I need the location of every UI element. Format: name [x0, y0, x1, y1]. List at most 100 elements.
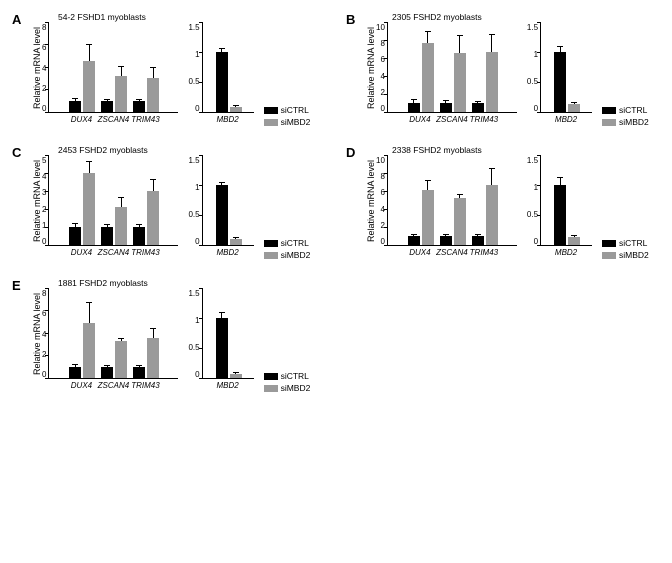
chart: 2305 FSHD2 myoblastsRelative mRNA level1… — [366, 12, 517, 127]
ytick — [537, 82, 541, 83]
y-axis-label: Relative mRNA level — [32, 289, 42, 379]
error-cap — [118, 66, 124, 67]
legend-label: siMBD2 — [281, 117, 311, 127]
plot-area — [202, 156, 254, 246]
error-bar — [139, 225, 140, 227]
ytick — [384, 40, 388, 41]
x-labels: MBD2 — [540, 248, 592, 260]
error-cap — [72, 223, 78, 224]
error-cap — [571, 102, 577, 103]
y-ticks: 1.510.50 — [188, 156, 201, 246]
legend-item: siCTRL — [264, 238, 311, 248]
ytick — [199, 378, 203, 379]
ytick-label: 8 — [42, 289, 46, 298]
ytick — [45, 245, 49, 246]
error-bar — [427, 32, 428, 43]
chart-title: 2453 FSHD2 myoblasts — [58, 145, 178, 155]
bar — [454, 198, 466, 245]
ytick-label: 1.5 — [188, 23, 199, 32]
ytick — [537, 112, 541, 113]
error-cap — [443, 100, 449, 101]
error-cap — [219, 48, 225, 49]
error-cap — [136, 224, 142, 225]
error-bar — [89, 45, 90, 62]
error-bar — [427, 181, 428, 190]
error-bar — [75, 224, 76, 227]
panel-E: E1881 FSHD2 myoblastsRelative mRNA level… — [12, 278, 326, 393]
panel-D: D2338 FSHD2 myoblastsRelative mRNA level… — [346, 145, 660, 260]
error-bar — [413, 100, 414, 103]
ytick-label: 8 — [380, 172, 384, 181]
error-cap — [425, 180, 431, 181]
error-bar — [153, 68, 154, 78]
chart-title: 1881 FSHD2 myoblasts — [58, 278, 178, 288]
legend-swatch — [264, 385, 278, 392]
y-axis-label: Relative mRNA level — [32, 23, 42, 113]
error-bar — [221, 183, 222, 185]
ytick — [45, 378, 49, 379]
plot-area — [202, 23, 254, 113]
error-bar — [491, 169, 492, 185]
legend-item: siMBD2 — [264, 383, 311, 393]
ytick — [384, 209, 388, 210]
legend-label: siCTRL — [619, 238, 647, 248]
ytick — [199, 52, 203, 53]
ytick — [537, 22, 541, 23]
ytick-label: 2 — [380, 88, 384, 97]
error-bar — [89, 162, 90, 173]
bar — [83, 323, 95, 378]
x-label: MBD2 — [544, 115, 588, 124]
ytick — [199, 318, 203, 319]
error-cap — [104, 224, 110, 225]
bar — [454, 53, 466, 112]
ytick-label: 2 — [380, 221, 384, 230]
x-labels: DUX4ZSCAN4TRIM43 — [48, 115, 178, 127]
y-ticks: 1.510.50 — [188, 289, 201, 379]
ytick — [45, 44, 49, 45]
error-bar — [121, 67, 122, 76]
error-cap — [233, 105, 239, 106]
ytick-label: 8 — [380, 39, 384, 48]
error-cap — [219, 312, 225, 313]
bar — [440, 236, 452, 245]
ytick — [45, 333, 49, 334]
error-cap — [233, 237, 239, 238]
error-cap — [219, 182, 225, 183]
ytick — [45, 112, 49, 113]
y-axis-label: Relative mRNA level — [366, 23, 376, 113]
ytick-label: 5 — [42, 156, 46, 165]
bar — [83, 173, 95, 245]
error-bar — [445, 101, 446, 103]
error-cap — [489, 168, 495, 169]
error-cap — [104, 365, 110, 366]
bar — [422, 190, 434, 245]
x-labels: DUX4ZSCAN4TRIM43 — [48, 381, 178, 393]
bar — [554, 52, 566, 112]
error-cap — [72, 364, 78, 365]
legend-label: siMBD2 — [281, 383, 311, 393]
ytick — [199, 348, 203, 349]
error-cap — [475, 234, 481, 235]
error-cap — [457, 35, 463, 36]
legend-swatch — [602, 240, 616, 247]
chart-title: 54-2 FSHD1 myoblasts — [58, 12, 178, 22]
chart: 1.510.50MBD2 — [527, 145, 592, 260]
error-cap — [457, 194, 463, 195]
legend-swatch — [602, 252, 616, 259]
legend-item: siCTRL — [602, 238, 649, 248]
x-labels: MBD2 — [540, 115, 592, 127]
ytick-label: 1.5 — [527, 23, 538, 32]
plot-area — [48, 23, 178, 113]
x-label: TRIM43 — [123, 381, 167, 390]
ytick — [45, 155, 49, 156]
error-bar — [459, 36, 460, 52]
legend-item: siMBD2 — [602, 117, 649, 127]
ytick-label: 4 — [42, 330, 46, 339]
ytick — [384, 76, 388, 77]
chart: 1.510.50MBD2 — [188, 278, 253, 393]
y-ticks: 1086420 — [376, 156, 387, 246]
bar — [83, 61, 95, 112]
bar — [230, 374, 242, 378]
ytick — [384, 191, 388, 192]
bar — [69, 367, 81, 378]
